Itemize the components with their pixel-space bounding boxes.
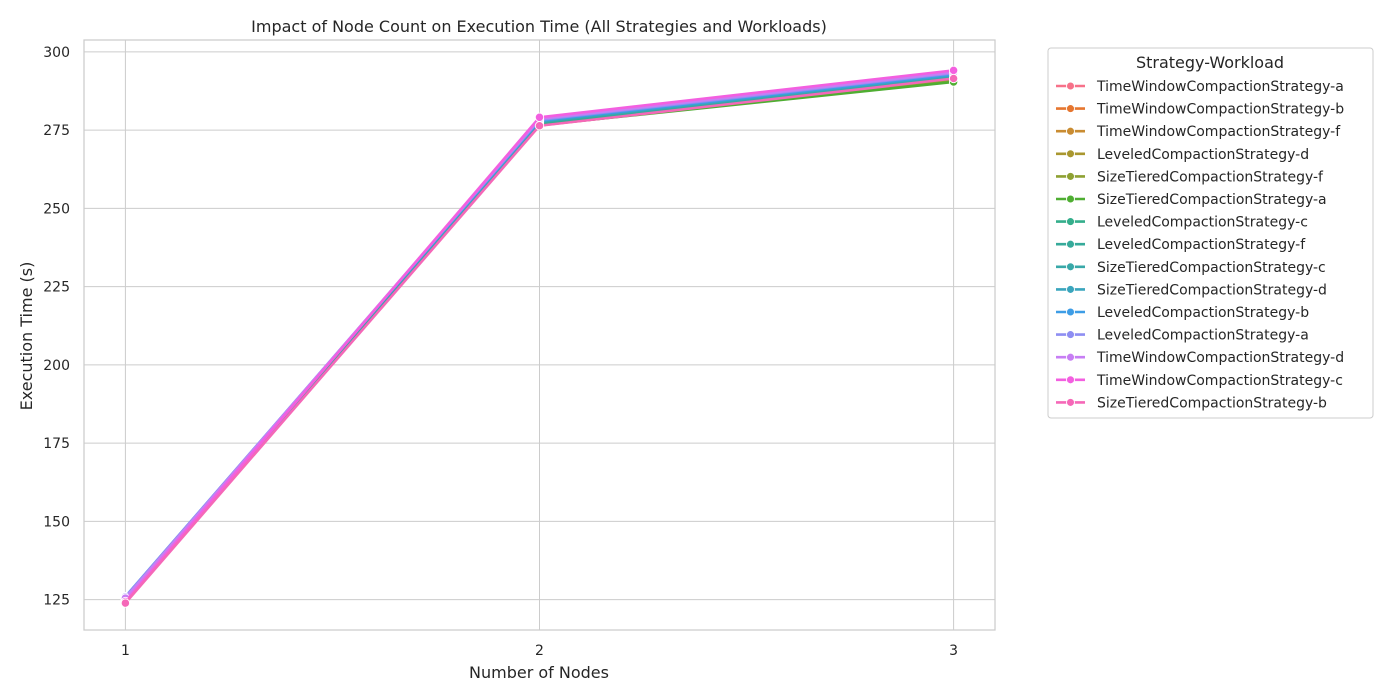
chart-title: Impact of Node Count on Execution Time (… [251, 17, 827, 36]
x-axis-label: Number of Nodes [469, 663, 609, 682]
legend-item: LeveledCompactionStrategy-d [1056, 147, 1309, 163]
x-tick-label: 1 [121, 643, 130, 659]
y-tick-label: 200 [43, 358, 70, 374]
plot-area-frame [83, 39, 996, 631]
data-point [948, 73, 959, 84]
x-tick-label: 2 [535, 643, 544, 659]
legend-item: LeveledCompactionStrategy-a [1056, 328, 1309, 344]
y-gridlines [84, 51, 995, 601]
legend-label: LeveledCompactionStrategy-f [1097, 237, 1306, 253]
legend-item: TimeWindowCompactionStrategy-a [1056, 79, 1344, 95]
legend-label: TimeWindowCompactionStrategy-d [1096, 350, 1344, 366]
legend-swatch-marker [1066, 262, 1075, 272]
legend-swatch-marker [1066, 239, 1075, 249]
data-point [120, 598, 131, 608]
legend-item: SizeTieredCompactionStrategy-c [1056, 260, 1326, 276]
legend-item: SizeTieredCompactionStrategy-b [1056, 395, 1327, 411]
legend-swatch-marker [1066, 194, 1075, 204]
legend-items: TimeWindowCompactionStrategy-a TimeWindow… [1056, 79, 1344, 411]
legend: Strategy-Workload TimeWindowCompactionSt… [1047, 47, 1374, 419]
legend-label: SizeTieredCompactionStrategy-d [1097, 282, 1327, 298]
legend-swatch-marker [1066, 307, 1075, 317]
y-axis-ticks: 125 150 175 200 225 250 275 300 [43, 45, 70, 609]
series-layer [120, 65, 959, 608]
y-tick-label: 300 [43, 45, 70, 61]
legend-label: SizeTieredCompactionStrategy-f [1097, 169, 1324, 185]
legend-swatch-marker [1066, 397, 1075, 407]
data-point [534, 112, 545, 122]
legend-swatch-marker [1066, 217, 1075, 227]
legend-item: SizeTieredCompactionStrategy-a [1056, 192, 1327, 208]
legend-item: SizeTieredCompactionStrategy-d [1056, 282, 1327, 298]
y-tick-label: 275 [43, 123, 70, 139]
legend-item: LeveledCompactionStrategy-b [1056, 305, 1309, 321]
legend-label: TimeWindowCompactionStrategy-f [1096, 124, 1341, 140]
legend-item: LeveledCompactionStrategy-f [1056, 237, 1306, 253]
series-SizeTieredCompactionStrategy-b [120, 73, 959, 608]
legend-swatch-marker [1066, 104, 1075, 114]
x-gridlines [124, 40, 955, 630]
legend-swatch-marker [1066, 352, 1075, 362]
x-tick-label: 3 [949, 643, 958, 659]
legend-swatch-marker [1066, 149, 1075, 159]
legend-item: TimeWindowCompactionStrategy-c [1056, 373, 1343, 389]
legend-swatch-marker [1066, 126, 1075, 136]
legend-label: TimeWindowCompactionStrategy-c [1096, 373, 1343, 389]
legend-item: TimeWindowCompactionStrategy-b [1056, 102, 1344, 118]
legend-label: TimeWindowCompactionStrategy-a [1096, 79, 1344, 95]
legend-label: LeveledCompactionStrategy-c [1097, 215, 1308, 231]
legend-swatch-marker [1066, 284, 1075, 294]
legend-item: SizeTieredCompactionStrategy-f [1056, 169, 1324, 185]
legend-label: SizeTieredCompactionStrategy-b [1097, 395, 1327, 411]
legend-label: SizeTieredCompactionStrategy-a [1097, 192, 1327, 208]
legend-label: LeveledCompactionStrategy-d [1097, 147, 1309, 163]
y-tick-label: 125 [43, 593, 70, 609]
x-axis-ticks: 1 2 3 [121, 643, 958, 659]
legend-label: SizeTieredCompactionStrategy-c [1097, 260, 1326, 276]
legend-swatch-marker [1066, 171, 1075, 181]
legend-label: LeveledCompactionStrategy-a [1097, 328, 1309, 344]
data-point [534, 121, 545, 131]
legend-label: LeveledCompactionStrategy-b [1097, 305, 1309, 321]
legend-swatch-marker [1066, 81, 1075, 91]
legend-item: TimeWindowCompactionStrategy-d [1056, 350, 1344, 366]
y-tick-label: 250 [43, 201, 70, 217]
y-tick-label: 150 [43, 514, 70, 530]
legend-item: TimeWindowCompactionStrategy-f [1056, 124, 1341, 140]
legend-swatch-marker [1066, 330, 1075, 340]
legend-title: Strategy-Workload [1136, 53, 1284, 72]
y-tick-label: 175 [43, 436, 70, 452]
y-axis-label: Execution Time (s) [17, 262, 36, 411]
legend-item: LeveledCompactionStrategy-c [1056, 215, 1308, 231]
legend-label: TimeWindowCompactionStrategy-b [1096, 102, 1344, 118]
legend-swatch-marker [1066, 375, 1075, 385]
data-point [948, 65, 959, 76]
y-tick-label: 225 [43, 280, 70, 296]
legend-box [1047, 47, 1374, 419]
